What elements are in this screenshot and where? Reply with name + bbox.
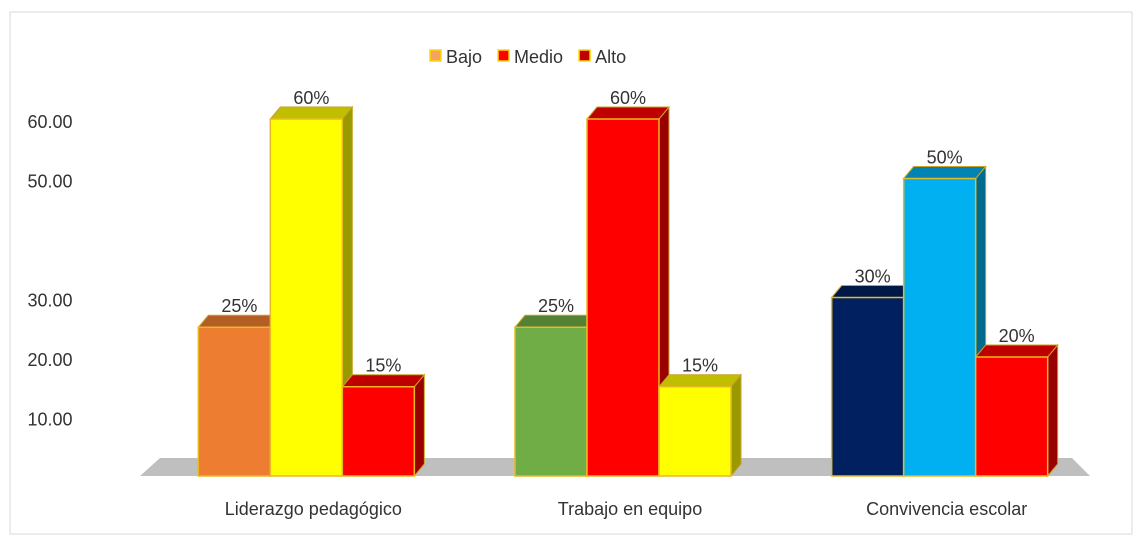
bar — [197, 326, 272, 477]
y-tick-label: 60.00 — [27, 112, 72, 132]
bar — [974, 356, 1049, 477]
bar-top — [974, 344, 1059, 358]
x-tick-label: Convivencia escolar — [866, 499, 1027, 519]
bar-top — [341, 374, 426, 388]
data-label: 60% — [293, 88, 329, 108]
legend-label: Medio — [514, 47, 563, 67]
legend-swatch — [578, 49, 591, 62]
y-tick-label: 30.00 — [27, 290, 72, 310]
bar-side — [1047, 343, 1059, 478]
y-tick-label: 50.00 — [27, 171, 72, 191]
data-label: 30% — [855, 266, 891, 286]
bar — [830, 296, 905, 477]
bar — [514, 326, 588, 477]
data-label: 15% — [682, 356, 718, 376]
data-label: 20% — [999, 326, 1035, 346]
bar-top — [269, 106, 354, 120]
bar-top — [585, 106, 671, 120]
bar — [902, 177, 977, 477]
legend-swatch — [497, 49, 510, 62]
data-label: 15% — [365, 356, 401, 376]
y-tick-label: 10.00 — [27, 409, 72, 429]
bar — [341, 386, 416, 477]
bar-top — [657, 374, 743, 388]
data-label: 50% — [927, 147, 963, 167]
data-label: 60% — [610, 88, 646, 108]
bar — [269, 118, 344, 477]
x-tick-label: Trabajo en equipo — [558, 499, 702, 519]
legend-label: Alto — [595, 47, 626, 67]
data-label: 25% — [538, 296, 574, 316]
x-tick-label: Liderazgo pedagógico — [225, 499, 402, 519]
bar — [658, 386, 732, 477]
bar-side — [730, 373, 742, 478]
bar-top — [513, 314, 599, 328]
bar-top — [197, 314, 282, 328]
y-tick-label: 20.00 — [27, 350, 72, 370]
data-label: 25% — [221, 296, 257, 316]
legend-label: Bajo — [446, 47, 482, 67]
legend-swatch — [429, 49, 442, 62]
bar-top — [830, 285, 915, 298]
bar-side — [413, 373, 425, 478]
bar — [586, 118, 660, 477]
bar-top — [902, 166, 987, 179]
